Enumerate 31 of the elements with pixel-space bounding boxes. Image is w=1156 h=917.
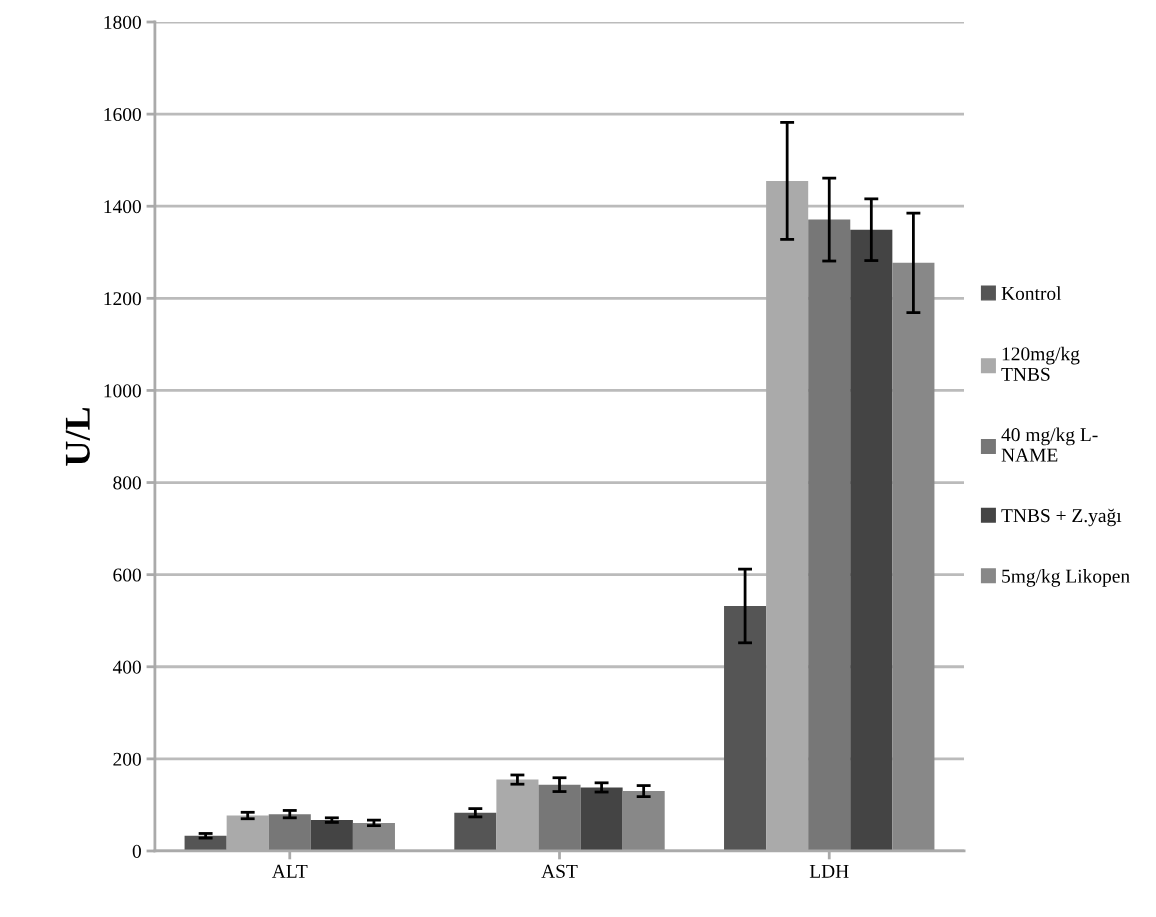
bar — [808, 219, 851, 851]
bar — [538, 784, 581, 851]
bar — [454, 812, 497, 851]
y-tick-label: 400 — [112, 660, 141, 674]
y-tick-label: 1800 — [104, 15, 141, 29]
legend-label: TNBS + Z.yağı — [1001, 508, 1122, 527]
y-tick-label: 600 — [113, 568, 141, 582]
legend-label: 120mg/kg TNBS — [1001, 346, 1080, 381]
bar — [724, 605, 767, 851]
bar — [622, 791, 665, 851]
bar — [580, 787, 623, 851]
y-tick-label: 1400 — [104, 200, 141, 214]
y-tick-label: 0 — [132, 844, 141, 858]
y-tick-label: 200 — [113, 752, 141, 766]
x-tick-label: LDH — [809, 864, 849, 878]
bar — [184, 835, 227, 851]
y-axis-title: U/L — [65, 407, 90, 466]
y-tick-label: 800 — [113, 476, 141, 490]
y-tick-label: 1000 — [104, 384, 141, 398]
y-tick-label: 1600 — [104, 107, 141, 122]
y-tick-label: 1200 — [104, 292, 141, 306]
legend-label: 5mg/kg Likopen — [1002, 569, 1130, 587]
x-tick-label: ALT — [271, 864, 308, 878]
x-tick-label: AST — [541, 864, 578, 878]
bar — [268, 814, 311, 851]
legend-label: 40 mg/kg L- NAME — [1001, 427, 1098, 462]
bar — [850, 229, 893, 851]
bar — [892, 262, 935, 851]
bar — [310, 820, 353, 851]
legend-label: Kontrol — [1001, 286, 1062, 301]
bar — [352, 822, 395, 851]
